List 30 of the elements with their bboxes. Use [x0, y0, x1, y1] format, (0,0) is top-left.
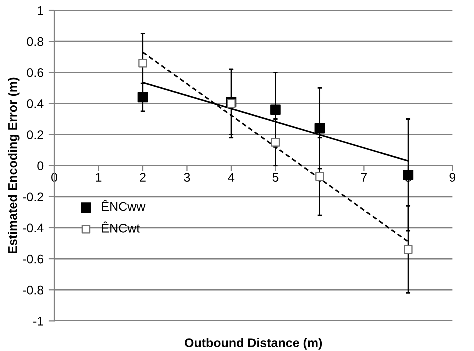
x-tick-label: 7: [361, 173, 368, 182]
y-tick-label: -0.8: [23, 286, 44, 295]
y-tick-label: -1: [34, 317, 44, 326]
x-tick-label: 9: [450, 173, 456, 182]
y-tick-label: 0: [38, 162, 44, 170]
point: [314, 123, 326, 134]
point: [138, 92, 148, 103]
point: [404, 245, 413, 254]
y-tick-label: -0.4: [23, 224, 44, 233]
y-tick-label: 0.6: [27, 68, 44, 78]
point: [271, 138, 280, 147]
point: [316, 172, 324, 182]
y-tick-label: 0.8: [27, 37, 44, 46]
y-tick-label: 0.2: [27, 130, 44, 140]
x-tick-label: 2: [140, 173, 146, 182]
y-tick-label: -0.6: [23, 254, 44, 264]
x-tick-label: 3: [184, 173, 190, 182]
x-tick-label: 5: [272, 173, 279, 182]
y-tick-label: -0.2: [23, 192, 44, 202]
y-tick-label: 0.4: [27, 100, 44, 108]
legend-label: ÊNCwt: [102, 222, 140, 233]
x-axis-title: Outbound Distance (m): [185, 338, 322, 350]
x-tick-label: 1: [96, 173, 102, 182]
y-axis-title: Estimated Encoding Error (m): [8, 78, 20, 254]
point: [138, 58, 148, 68]
x-tick-label: 4: [228, 173, 235, 182]
legend-label: ÊNCww: [102, 200, 146, 212]
point: [403, 170, 414, 180]
point: [270, 104, 281, 116]
y-tick-label: 1: [38, 6, 44, 16]
